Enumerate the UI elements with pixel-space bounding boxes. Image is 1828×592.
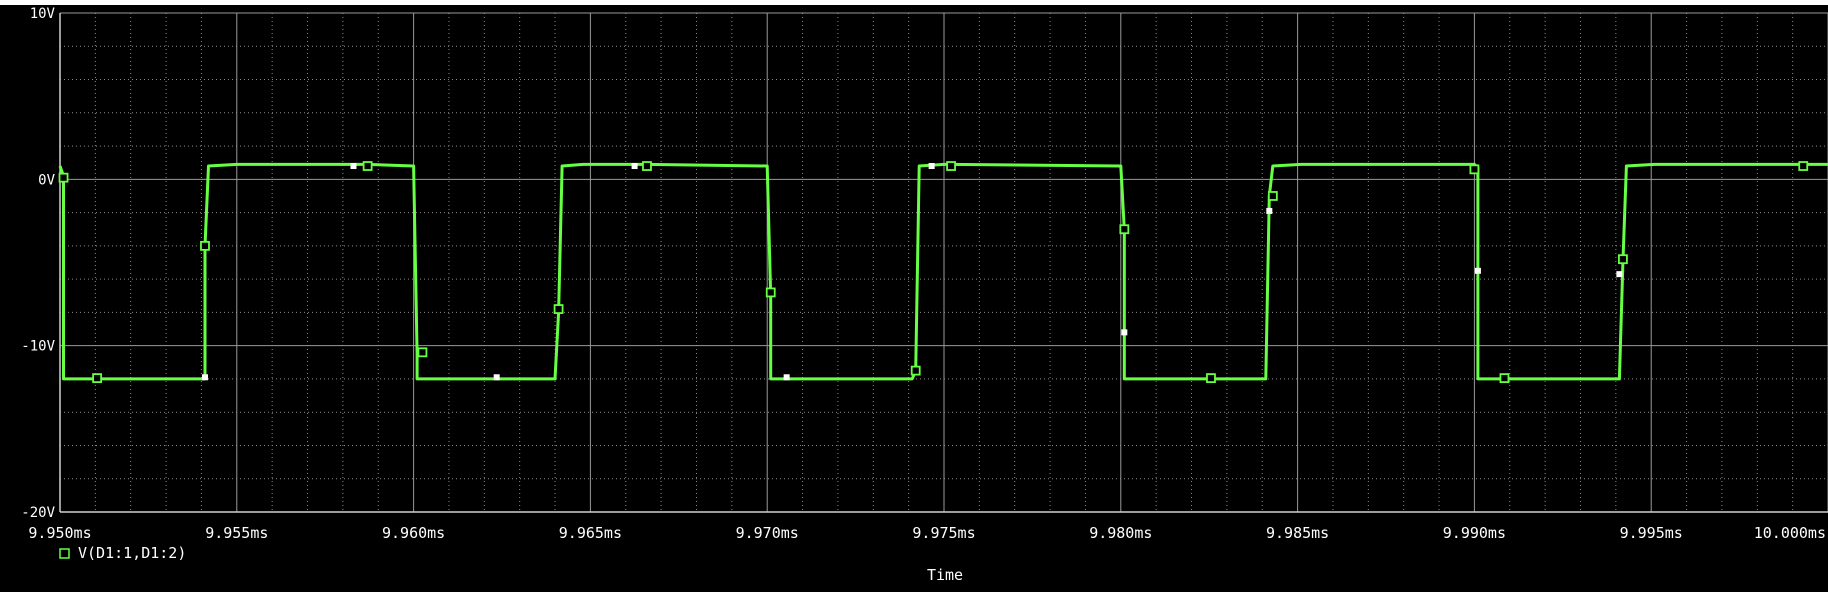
series-marker — [92, 373, 103, 384]
x-tick-label: 9.975ms — [912, 524, 975, 542]
series-marker — [765, 287, 776, 298]
series-marker — [910, 365, 921, 376]
data-point-dot — [1121, 329, 1128, 336]
top-border — [0, 0, 1828, 5]
x-axis-label: Time — [927, 566, 963, 584]
x-tick-label: 9.965ms — [559, 524, 622, 542]
x-tick-label: 9.985ms — [1266, 524, 1329, 542]
y-tick-label: 10V — [30, 6, 56, 22]
data-point-dot — [493, 374, 500, 381]
x-tick-label: 9.950ms — [28, 524, 91, 542]
series-marker — [642, 161, 652, 171]
legend-marker-icon — [59, 548, 70, 559]
x-tick-label: 9.955ms — [205, 524, 268, 542]
data-point-dot — [201, 374, 208, 381]
legend-label: V(D1:1,D1:2) — [78, 544, 186, 562]
legend: V(D1:1,D1:2) — [59, 544, 186, 562]
data-point-dot — [1474, 267, 1481, 274]
series-marker — [1618, 254, 1628, 265]
marker-layer — [58, 161, 1809, 384]
y-tick-label: -10V — [21, 339, 55, 355]
y-tick-label: -20V — [21, 505, 55, 521]
series-marker — [200, 240, 210, 251]
series-marker — [1798, 161, 1809, 171]
series-marker — [553, 304, 564, 314]
data-point-dot — [631, 163, 638, 170]
x-tick-label: 9.995ms — [1620, 524, 1683, 542]
series-marker — [1206, 373, 1216, 384]
y-tick-label: 0V — [38, 172, 55, 188]
series-marker — [1469, 164, 1480, 175]
axis-layer: 10V 0V -10V -20V 9.950ms 9.955ms 9.960ms 9.965m… — [21, 6, 1828, 542]
data-point-dot — [783, 374, 790, 381]
data-point-dot — [1266, 207, 1273, 214]
series-marker — [1499, 373, 1510, 384]
series-marker — [362, 161, 373, 171]
series-marker — [1267, 191, 1278, 201]
series-marker — [417, 347, 428, 358]
x-tick-label: 9.960ms — [382, 524, 445, 542]
series-marker — [946, 161, 956, 171]
grid-layer — [59, 12, 1828, 513]
x-tick-label: 9.970ms — [736, 524, 799, 542]
data-point-dot — [928, 163, 935, 170]
series-layer — [58, 162, 1828, 381]
x-tick-label: 9.980ms — [1089, 524, 1152, 542]
series-line — [58, 162, 1828, 381]
series-marker — [58, 172, 69, 183]
x-tick-label: 10.000ms — [1754, 524, 1826, 542]
x-tick-label: 9.990ms — [1443, 524, 1506, 542]
data-point-dot — [1616, 271, 1623, 278]
series-marker — [1119, 224, 1130, 235]
data-point-dot — [350, 163, 357, 170]
